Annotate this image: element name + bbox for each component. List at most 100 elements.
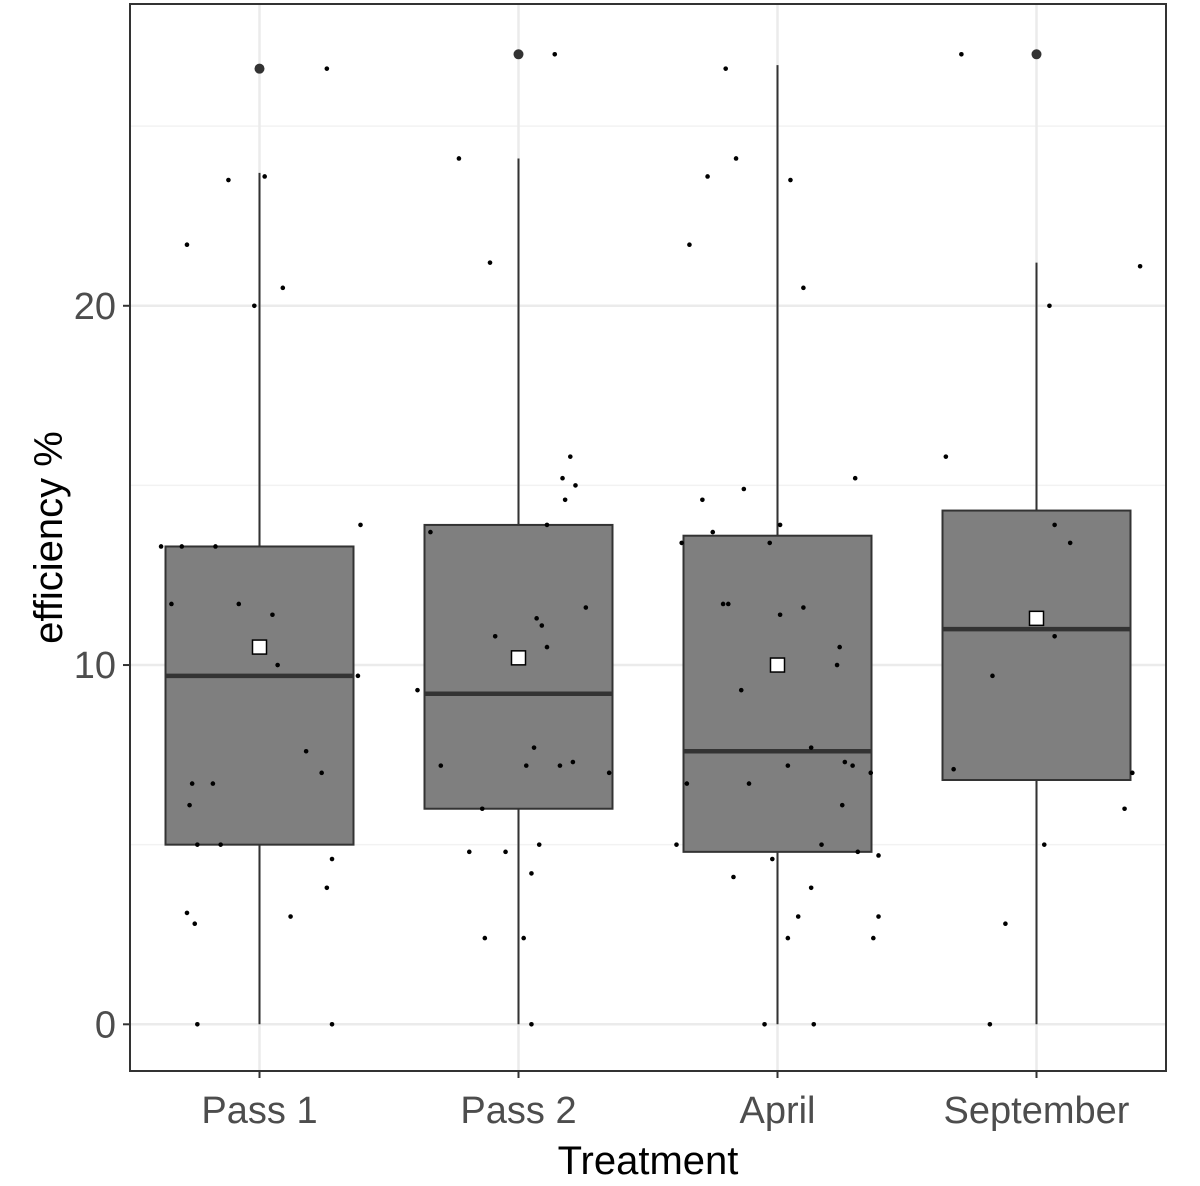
- data-point: [560, 475, 565, 481]
- x-tick-label: Pass 2: [460, 1090, 576, 1132]
- data-point: [557, 763, 563, 768]
- data-point: [723, 66, 728, 71]
- outlier-point: [513, 49, 524, 60]
- data-point: [990, 673, 995, 679]
- x-tick-label: April: [739, 1090, 815, 1132]
- data-point: [210, 781, 216, 786]
- data-point: [738, 687, 744, 693]
- data-point: [746, 781, 752, 786]
- data-point: [270, 612, 275, 618]
- mean-markers: [251, 610, 1045, 673]
- data-point: [280, 285, 286, 291]
- y-axis-title: efficiency %: [27, 431, 71, 644]
- box-group-pass-1: [164, 63, 355, 1025]
- x-tick-label: Pass 1: [201, 1090, 317, 1132]
- data-point: [184, 910, 190, 916]
- data-point: [324, 885, 330, 891]
- data-point: [811, 1021, 817, 1027]
- data-point: [544, 644, 550, 650]
- data-point: [733, 156, 739, 161]
- data-point: [868, 770, 874, 776]
- data-point: [959, 51, 964, 57]
- data-point: [358, 522, 363, 528]
- data-point: [303, 748, 309, 754]
- data-point: [785, 935, 791, 941]
- data-point: [503, 849, 508, 855]
- data-point: [801, 285, 806, 291]
- data-point: [795, 914, 801, 919]
- data-point: [568, 454, 573, 459]
- data-point: [218, 842, 223, 847]
- box-group-april: [682, 65, 873, 1025]
- data-point: [837, 644, 842, 650]
- data-point: [169, 601, 174, 607]
- data-point: [1137, 263, 1143, 269]
- data-point: [562, 497, 568, 503]
- data-point: [226, 177, 231, 183]
- data-point: [876, 914, 881, 919]
- data-point: [731, 874, 736, 880]
- box: [941, 509, 1132, 781]
- data-point: [456, 156, 462, 161]
- data-point: [1003, 921, 1008, 927]
- data-point: [438, 763, 444, 768]
- mean-marker: [1028, 610, 1045, 627]
- data-point: [1041, 842, 1047, 847]
- box: [164, 545, 355, 846]
- data-point: [573, 483, 578, 488]
- data-point: [466, 849, 472, 855]
- data-point: [262, 174, 267, 179]
- outlier-point: [254, 63, 265, 74]
- data-point: [252, 303, 257, 309]
- data-point: [544, 522, 550, 528]
- data-point: [700, 497, 705, 503]
- data-point: [1052, 633, 1057, 639]
- data-point: [539, 623, 545, 628]
- data-point: [583, 605, 589, 610]
- data-point: [876, 853, 881, 858]
- outlier-point: [1031, 49, 1042, 60]
- box-group-pass-2: [423, 49, 614, 1025]
- data-point: [770, 856, 775, 862]
- box: [682, 534, 873, 853]
- data-point: [492, 633, 498, 639]
- y-tick-label: 0: [95, 1004, 116, 1046]
- data-point: [529, 871, 534, 876]
- data-point: [195, 1021, 200, 1027]
- data-point: [788, 177, 793, 183]
- data-point: [710, 529, 716, 535]
- data-point: [236, 601, 242, 607]
- data-point: [355, 673, 361, 679]
- data-point: [762, 1021, 767, 1027]
- data-point: [158, 544, 164, 549]
- data-point: [855, 849, 861, 855]
- data-point: [767, 540, 773, 546]
- data-point: [725, 601, 731, 607]
- mean-marker: [251, 639, 268, 655]
- data-point: [705, 174, 710, 179]
- data-point: [529, 1021, 534, 1027]
- data-point: [1052, 522, 1057, 528]
- data-point: [534, 616, 539, 621]
- data-point: [189, 781, 195, 786]
- data-point: [687, 242, 692, 248]
- data-point: [288, 914, 293, 919]
- data-point: [819, 842, 824, 847]
- data-point: [570, 759, 576, 765]
- data-point: [808, 745, 814, 750]
- data-point: [329, 1021, 335, 1027]
- data-point: [785, 763, 791, 768]
- data-point: [1122, 806, 1127, 812]
- data-point: [839, 802, 845, 808]
- data-point: [777, 522, 783, 528]
- data-point: [777, 612, 783, 618]
- data-point: [187, 802, 192, 808]
- y-tick-label: 10: [74, 645, 116, 687]
- data-point: [834, 662, 840, 668]
- mean-marker: [769, 657, 786, 673]
- data-point: [482, 935, 488, 941]
- data-point: [275, 662, 280, 668]
- data-point: [324, 66, 330, 71]
- data-point: [1047, 303, 1052, 309]
